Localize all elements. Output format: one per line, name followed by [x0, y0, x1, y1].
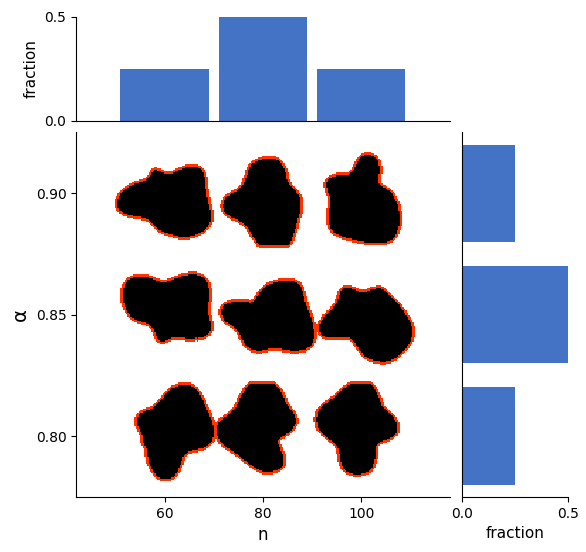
X-axis label: fraction: fraction [486, 526, 544, 541]
Bar [462, 145, 515, 242]
Bar [219, 17, 307, 121]
Y-axis label: fraction: fraction [24, 39, 39, 98]
Bar [120, 68, 209, 121]
Bar [317, 68, 406, 121]
X-axis label: n: n [258, 526, 268, 544]
Y-axis label: α: α [11, 308, 30, 321]
Bar [462, 388, 515, 485]
Bar [462, 266, 568, 363]
